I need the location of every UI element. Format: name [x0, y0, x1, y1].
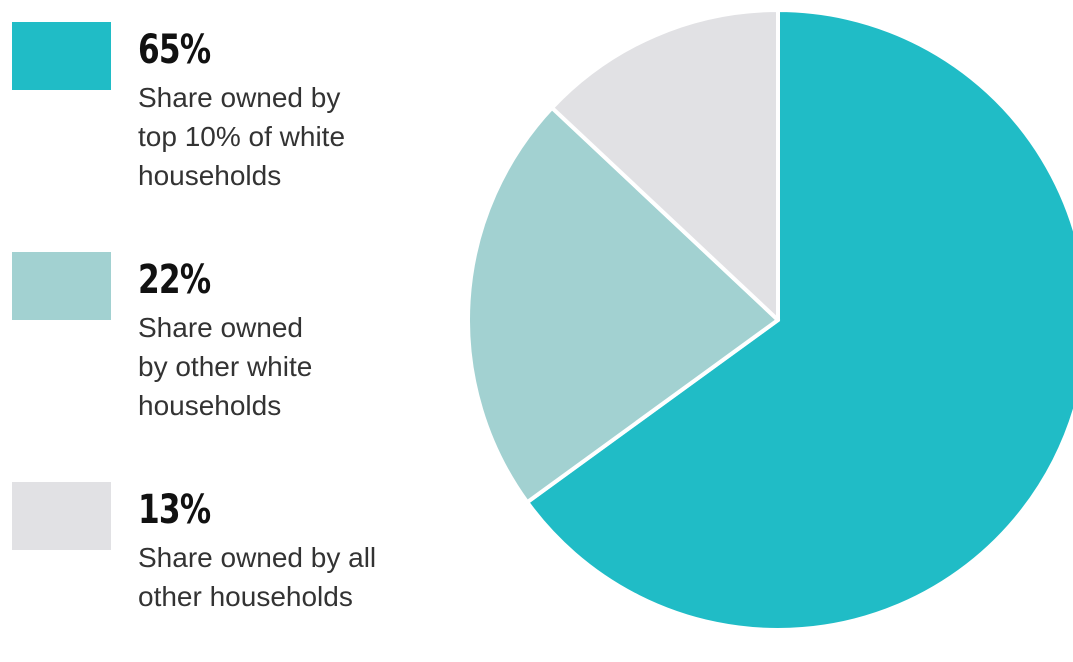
- legend-description-all-other: Share owned by all other households: [138, 538, 438, 616]
- legend-swatch-all-other: [12, 482, 111, 550]
- pie-chart: [466, 8, 1073, 632]
- legend-desc-line: households: [138, 390, 282, 421]
- legend-desc-line: households: [138, 160, 282, 191]
- legend-desc-line: Share owned by all: [138, 542, 377, 573]
- legend-item-all-other: 13% Share owned by all other households: [12, 482, 452, 662]
- legend-desc-line: Share owned: [138, 312, 304, 343]
- legend-item-other-white: 22% Share owned by other white household…: [12, 252, 452, 432]
- pie-slice-other-white: [466, 105, 780, 505]
- legend-percent-other-white: 22%: [138, 257, 211, 303]
- legend-item-top10-white: 65% Share owned by top 10% of white hous…: [12, 22, 452, 202]
- legend-percent-top10-white: 65%: [138, 27, 211, 73]
- legend-swatch-other-white: [12, 252, 111, 320]
- legend-swatch-top10-white: [12, 22, 111, 90]
- legend-desc-line: by other white: [138, 351, 313, 382]
- legend-desc-line: Share owned by: [138, 82, 341, 113]
- legend-description-top10-white: Share owned by top 10% of white househol…: [138, 78, 438, 195]
- legend-percent-all-other: 13%: [138, 487, 211, 533]
- legend-desc-line: other households: [138, 581, 353, 612]
- pie-slice-top10-white: [525, 8, 1073, 632]
- legend-desc-line: top 10% of white: [138, 121, 346, 152]
- pie-slice-all-other: [550, 8, 780, 322]
- legend-description-other-white: Share owned by other white households: [138, 308, 438, 425]
